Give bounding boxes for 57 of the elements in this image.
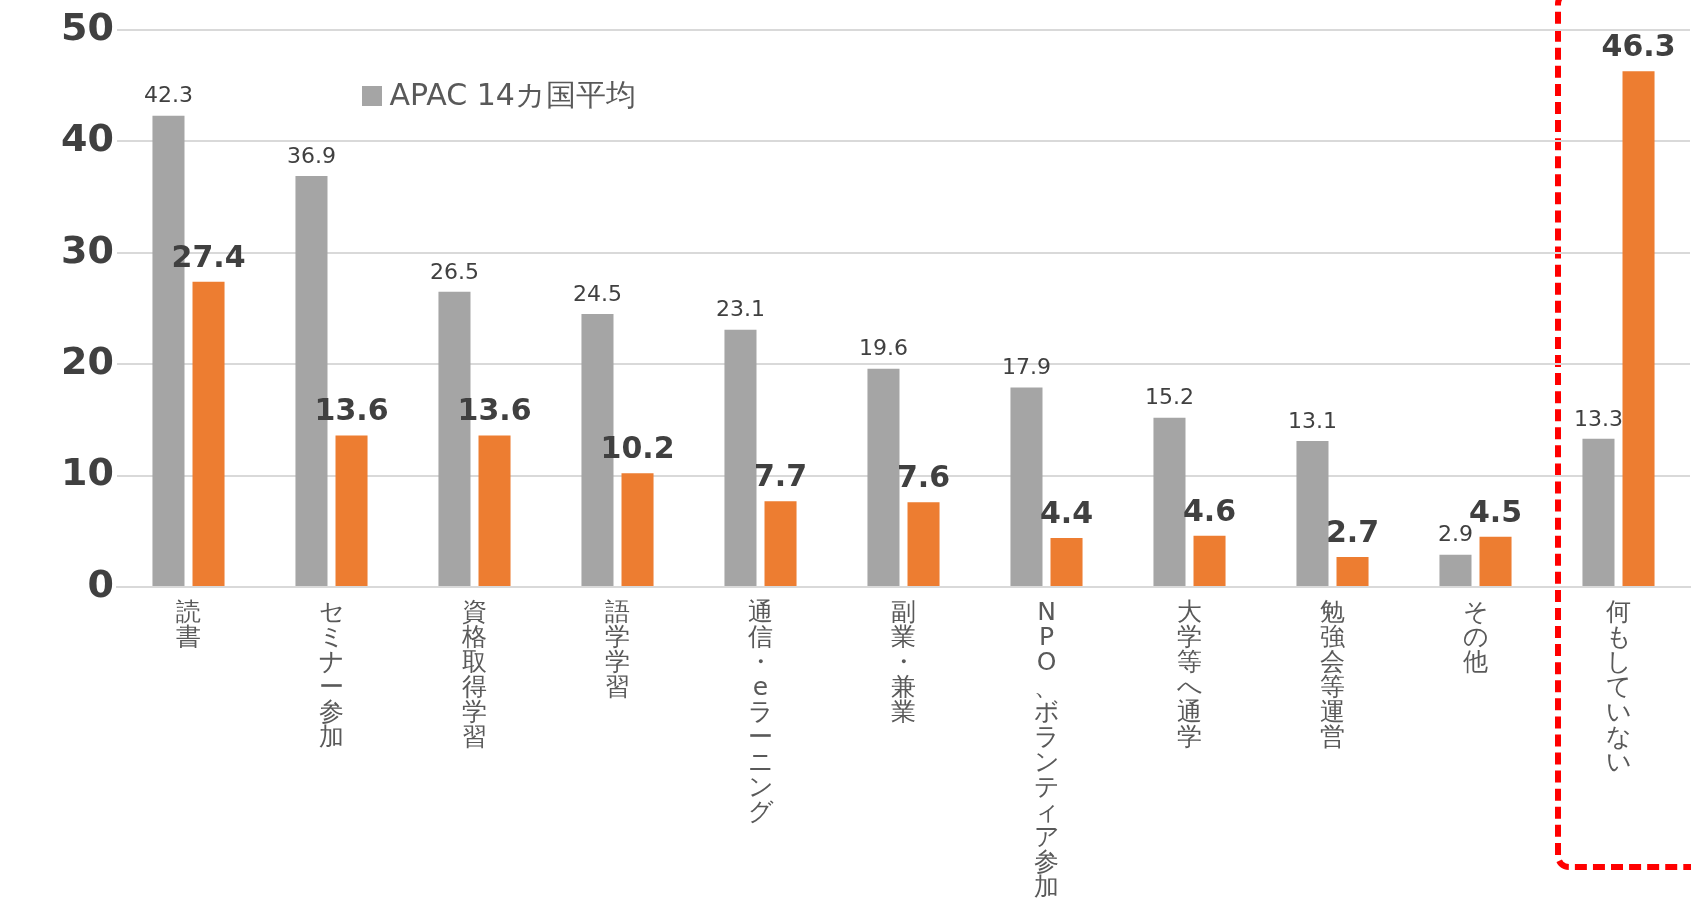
bar <box>1336 556 1369 586</box>
bar <box>192 281 225 586</box>
bar <box>478 435 511 586</box>
x-tick-label: 資格取得学習 <box>462 597 487 751</box>
category-label: 通信・eラーニング <box>747 597 774 826</box>
data-label: 7.6 <box>896 459 951 495</box>
data-label: 42.3 <box>143 82 193 108</box>
y-tick-label: 40 <box>61 116 114 161</box>
bar <box>1622 71 1655 586</box>
legend-label: APAC 14カ国平均 <box>389 76 636 114</box>
data-label: 15.2 <box>1144 384 1194 410</box>
bar <box>1582 438 1615 586</box>
data-label: 13.1 <box>1287 407 1337 433</box>
y-tick-label: 0 <box>87 561 114 606</box>
bar <box>335 435 368 586</box>
bar <box>1153 417 1186 586</box>
category-label: NPO、ボランティア参加 <box>1033 597 1060 901</box>
bar <box>1193 535 1226 586</box>
data-label: 23.1 <box>715 296 765 322</box>
bar <box>907 502 940 586</box>
x-tick-label: その他 <box>1462 597 1489 676</box>
x-tick-label: 大学等へ通学 <box>1176 597 1203 751</box>
x-tick-label: 語学学習 <box>605 597 630 701</box>
bar <box>724 329 757 586</box>
y-tick-label: 50 <box>61 4 114 49</box>
y-tick-label: 10 <box>61 450 114 495</box>
bar <box>764 501 797 586</box>
bar <box>621 473 654 586</box>
data-label: 19.6 <box>858 335 908 361</box>
data-label: 2.9 <box>1437 521 1473 547</box>
data-label: 2.7 <box>1325 513 1380 549</box>
data-label: 36.9 <box>286 142 336 168</box>
bar <box>1296 441 1329 586</box>
data-label: 10.2 <box>600 430 675 466</box>
x-tick-label: 勉強会等運営 <box>1320 597 1345 751</box>
bar <box>1050 537 1083 586</box>
data-label: 13.3 <box>1573 405 1623 431</box>
data-label: 4.4 <box>1039 494 1094 530</box>
data-label: 46.3 <box>1601 28 1676 64</box>
bar <box>1439 554 1472 586</box>
data-label: 24.5 <box>572 280 622 306</box>
data-label: 17.9 <box>1001 354 1051 380</box>
x-tick-label: 何もしていない <box>1605 597 1632 776</box>
bar <box>867 368 900 586</box>
y-tick-label: 20 <box>61 339 114 384</box>
bar <box>1010 387 1043 586</box>
x-tick-label: 副業・兼業 <box>891 597 916 726</box>
data-label: 27.4 <box>171 238 246 274</box>
data-label: 26.5 <box>429 258 479 284</box>
data-label: 13.6 <box>314 392 389 428</box>
bar <box>1479 536 1512 586</box>
x-tick-label: セミナー参加 <box>318 597 345 751</box>
data-label: 7.7 <box>753 458 808 494</box>
y-tick-label: 30 <box>61 227 114 272</box>
data-label: 13.6 <box>457 392 532 428</box>
x-tick-label: 読書 <box>176 597 201 651</box>
data-label: 4.6 <box>1182 492 1237 528</box>
